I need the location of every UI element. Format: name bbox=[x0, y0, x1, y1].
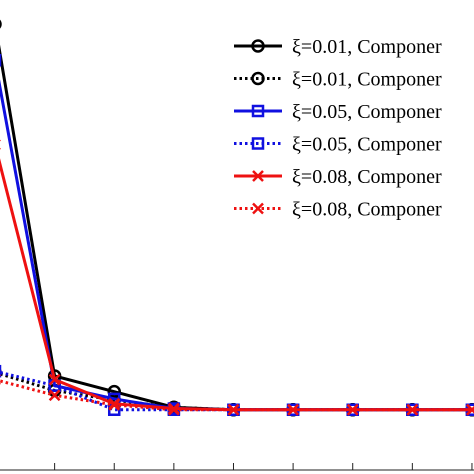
series-1-point-3 bbox=[107, 384, 121, 399]
legend-item-3-marker bbox=[251, 104, 265, 118]
legend-item-2-label: ξ=0.01, Componer bbox=[292, 69, 442, 91]
legend-item-5-label: ξ=0.08, Componer bbox=[292, 166, 442, 188]
series-6-point-8 bbox=[406, 403, 419, 416]
series-layer bbox=[0, 19, 474, 417]
legend-item-4-marker bbox=[251, 137, 265, 150]
legend-item-6-marker bbox=[252, 202, 264, 215]
legend-item-1-label: ξ=0.01, Componer bbox=[292, 36, 442, 58]
legend-item-1-marker bbox=[251, 39, 265, 53]
series-6-point-5-b bbox=[227, 403, 240, 416]
series-6-point-9-b bbox=[466, 405, 474, 416]
series-6-point-6 bbox=[287, 403, 299, 416]
legend-box bbox=[222, 24, 474, 220]
series-5-point-2-b bbox=[48, 373, 61, 386]
legend-item-5: ξ=0.08, Componer bbox=[234, 166, 442, 188]
legend-item-5-marker bbox=[252, 170, 264, 182]
legend-item-4: ξ=0.05, Componer bbox=[234, 134, 442, 156]
series-6-point-5 bbox=[227, 403, 240, 416]
series-6-point-4 bbox=[167, 403, 180, 416]
series-5-point-2 bbox=[48, 373, 61, 386]
series-6-point-6-b bbox=[287, 403, 299, 416]
series-6-point-3 bbox=[108, 399, 121, 411]
legend-item-3: ξ=0.05, Componer bbox=[234, 101, 442, 123]
series-6-point-3-b bbox=[108, 399, 121, 411]
series-6-point-2 bbox=[48, 389, 61, 402]
series-6-point-7 bbox=[346, 403, 359, 416]
legend: ξ=0.01, Componer ξ=0.01, Componer ξ=0.05, … bbox=[222, 24, 474, 221]
axes-layer bbox=[0, 463, 474, 471]
series-6-point-4-b bbox=[167, 403, 180, 416]
legend-item-2-marker bbox=[251, 71, 265, 86]
series-1-point-1 bbox=[0, 19, 2, 29]
legend-item-5-marker-b bbox=[252, 170, 264, 182]
legend-item-6: ξ=0.08, Componer bbox=[234, 199, 442, 221]
legend-item-3-label: ξ=0.05, Componer bbox=[292, 101, 442, 123]
legend-item-4-label: ξ=0.05, Componer bbox=[292, 134, 442, 156]
legend-item-6-label: ξ=0.08, Componer bbox=[292, 199, 442, 221]
series-6-point-9 bbox=[466, 403, 474, 416]
legend-item-2: ξ=0.01, Componer bbox=[234, 69, 442, 91]
series-6-point-2-b bbox=[48, 389, 61, 402]
series-6 bbox=[0, 374, 474, 416]
legend-item-1: ξ=0.01, Componer bbox=[234, 36, 442, 58]
series-6-point-7-b bbox=[346, 403, 359, 416]
legend-item-6-marker-b bbox=[252, 202, 264, 215]
series-6-point-8-b bbox=[406, 403, 419, 416]
